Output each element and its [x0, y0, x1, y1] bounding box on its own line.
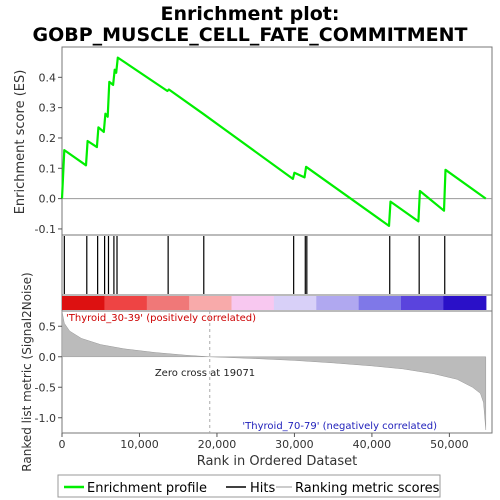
x-tick-label: 20,000 — [198, 438, 237, 451]
positive-correlation-label: 'Thyroid_30-39' (positively correlated) — [66, 313, 256, 324]
chart-title-line1: Enrichment plot: — [161, 3, 340, 25]
metric-panel — [61, 310, 493, 434]
gradient-segment-4 — [189, 296, 233, 310]
metric-axis-title: Ranked list metric (Signal2Noise) — [20, 272, 34, 471]
es-tick-label: 0.4 — [39, 71, 57, 84]
axis-ticks: -0.1 0.0 0.1 0.2 0.3 0.4 -1.0 -0.5 0.0 0.5 0 10,000… — [35, 71, 469, 451]
legend — [57, 474, 441, 498]
es-tick-label: 0.2 — [39, 132, 57, 145]
enrichment-profile-series — [60, 56, 487, 227]
es-tick-label: 0.1 — [39, 162, 57, 175]
es-axis-title: Enrichment score (ES) — [13, 70, 28, 215]
ranking-metric-area — [61, 310, 487, 430]
gradient-segment-6 — [273, 296, 317, 310]
enrichment-profile-line — [60, 56, 487, 227]
metric-area — [61, 310, 487, 433]
gradient-segment-7 — [316, 296, 360, 310]
x-axis-title: Rank in Ordered Dataset — [197, 454, 358, 469]
x-tick-label: 50,000 — [430, 438, 469, 451]
metric-tick-label: -0.5 — [35, 381, 56, 394]
hit-lines — [63, 236, 446, 294]
x-tick-label: 40,000 — [353, 438, 392, 451]
x-tick-label: 10,000 — [120, 438, 159, 451]
legend-profile-label: Enrichment profile — [87, 481, 207, 496]
gradient-segment-9 — [401, 296, 444, 310]
metric-tick-label: 0.0 — [39, 351, 57, 364]
es-tick-label: 0.0 — [39, 193, 57, 206]
es-panel — [61, 46, 493, 236]
gradient-segment-3 — [146, 296, 190, 310]
metric-tick-label: 0.5 — [39, 320, 57, 333]
negative-correlation-label: 'Thyroid_70-79' (negatively correlated) — [242, 421, 437, 432]
es-tick-label: 0.3 — [39, 102, 57, 115]
gradient-segment-8 — [358, 296, 402, 310]
zero-cross-label: Zero cross at 19071 — [155, 368, 255, 379]
legend-hits-label: Hits — [250, 481, 275, 496]
gradient-segment-2 — [104, 296, 148, 310]
hits-panel — [61, 234, 493, 296]
es-tick-label: -0.1 — [35, 223, 56, 236]
x-tick-label: 0 — [59, 438, 66, 451]
gradient-segment-1 — [62, 296, 105, 310]
legend-metric-label: Ranking metric scores — [295, 481, 440, 496]
chart-title-line2: GOBP_MUSCLE_CELL_FATE_COMMITMENT — [33, 24, 468, 46]
gradient-segment-10 — [443, 296, 487, 310]
gradient-segment-5 — [231, 296, 275, 310]
x-tick-label: 30,000 — [275, 438, 314, 451]
metric-tick-label: -1.0 — [35, 412, 56, 425]
rank-gradient-bar — [62, 296, 487, 310]
